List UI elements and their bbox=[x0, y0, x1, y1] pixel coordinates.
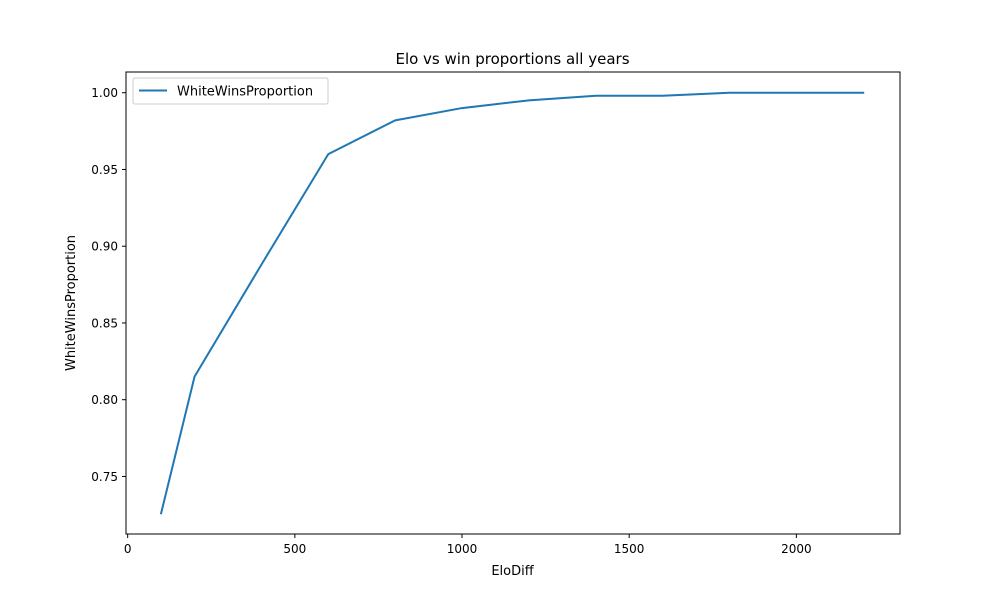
x-tick-label: 500 bbox=[283, 542, 306, 556]
y-tick-label: 1.00 bbox=[91, 86, 118, 100]
y-axis-label: WhiteWinsProportion bbox=[64, 235, 79, 371]
x-tick-label: 0 bbox=[124, 542, 132, 556]
y-tick-label: 0.85 bbox=[91, 316, 118, 330]
chart-title: Elo vs win proportions all years bbox=[395, 50, 629, 68]
y-tick-label: 0.95 bbox=[91, 163, 118, 177]
y-tick-label: 0.80 bbox=[91, 393, 118, 407]
legend: WhiteWinsProportion bbox=[133, 78, 328, 104]
y-tick-label: 0.75 bbox=[91, 470, 118, 484]
x-axis-label: EloDiff bbox=[491, 564, 534, 579]
x-tick-label: 1000 bbox=[447, 542, 478, 556]
y-tick-label: 0.90 bbox=[91, 240, 118, 254]
x-tick-label: 1500 bbox=[614, 542, 645, 556]
legend-label-white-wins-proportion: WhiteWinsProportion bbox=[177, 85, 313, 100]
x-tick-label: 2000 bbox=[781, 542, 812, 556]
